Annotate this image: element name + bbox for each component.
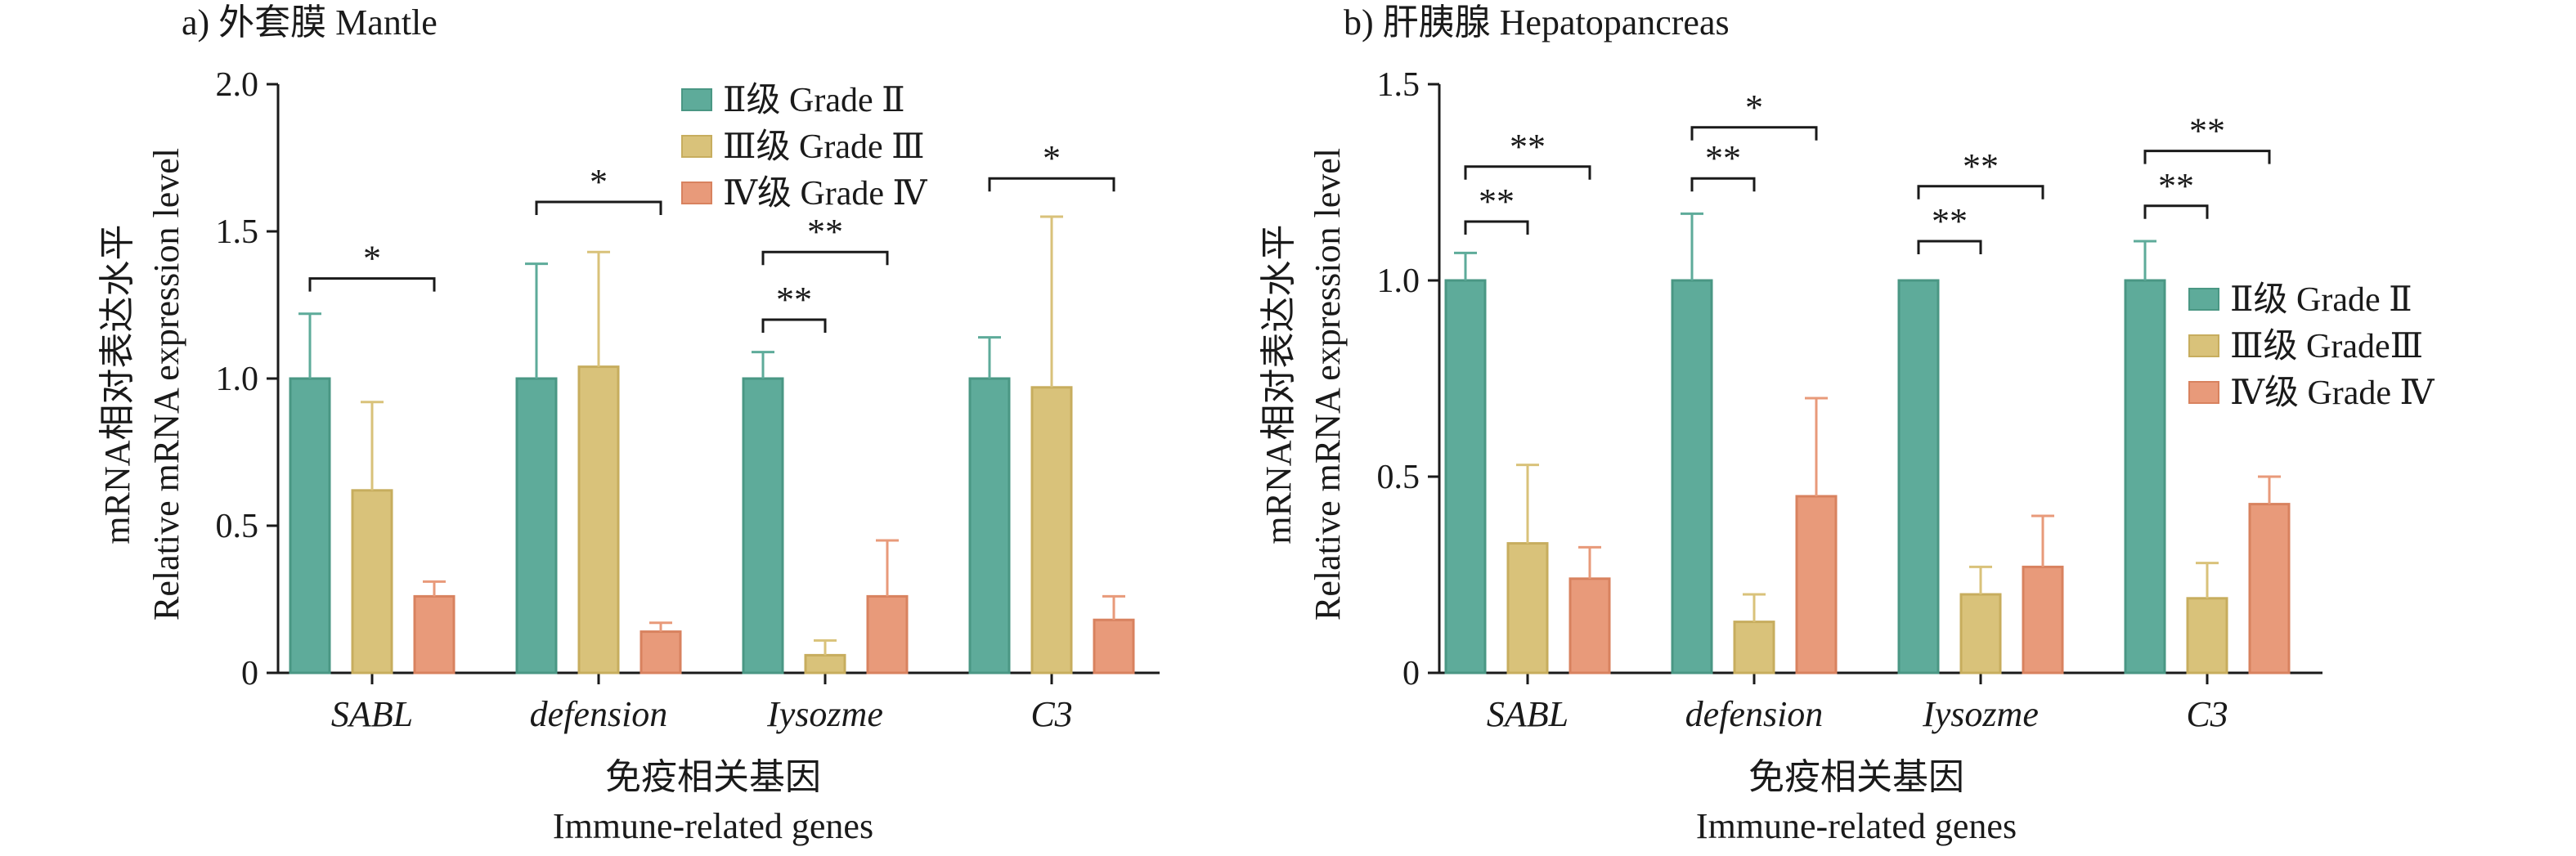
bar-grade4-sabl — [413, 594, 456, 674]
bar-grade4-iysozme — [2022, 565, 2064, 674]
panel-title: b) 肝胰腺 Hepatopancreas — [1344, 2, 1730, 43]
y-tick-label: 1.0 — [1377, 262, 1420, 300]
bar-grade2-c3 — [968, 377, 1011, 674]
bar-grade3-defension — [577, 365, 620, 674]
y-tick-label: 2.0 — [216, 66, 259, 104]
y-tick-label: 0 — [241, 655, 258, 692]
y-axis-title-zh: mRNA相对表达水平 — [97, 224, 137, 544]
legend-label-grade4: Ⅳ级 Grade Ⅳ — [723, 175, 928, 213]
x-tick-label-sabl: SABL — [331, 694, 413, 734]
significance-bracket — [1917, 240, 1982, 254]
legend-swatch-grade2 — [681, 88, 712, 111]
bar-grade4-defension — [640, 630, 682, 674]
significance-label: ** — [807, 212, 843, 252]
legend-swatch-grade2 — [2188, 288, 2219, 311]
bar-grade3-defension — [1733, 621, 1775, 674]
significance-bracket — [1690, 126, 1818, 141]
legend-swatch-grade4 — [2188, 381, 2219, 404]
x-tick-label-defension: defension — [530, 694, 668, 734]
significance-label: ** — [1932, 201, 1968, 241]
bar-grade4-c3 — [1093, 618, 1135, 674]
y-axis-title-en: Relative mRNA expression level — [146, 148, 186, 621]
significance-label: ** — [1963, 146, 1999, 186]
significance-label: ** — [2158, 166, 2194, 206]
significance-bracket — [1917, 185, 2044, 199]
significance-bracket — [761, 318, 827, 333]
y-tick-label: 0 — [1402, 655, 1420, 692]
bar-grade4-c3 — [2248, 503, 2291, 674]
x-axis-title-zh: 免疫相关基因 — [1748, 757, 1964, 797]
y-axis-title-en: Relative mRNA expression level — [1308, 148, 1348, 621]
significance-label: * — [1043, 138, 1061, 178]
x-tick-label-iysozme: Iysozme — [1922, 694, 2039, 734]
x-axis-title-en: Immune-related genes — [553, 806, 873, 846]
legend-label-grade3: Ⅲ级 GradeⅢ — [2230, 328, 2423, 365]
legend-swatch-grade3 — [2188, 334, 2219, 357]
significance-label: ** — [1705, 138, 1741, 178]
significance-label: ** — [2189, 111, 2225, 151]
significance-bracket — [535, 200, 662, 215]
panel-title: a) 外套膜 Mantle — [182, 2, 438, 43]
bar-grade3-sabl — [1506, 542, 1549, 674]
legend-label-grade2: Ⅱ级 Grade Ⅱ — [723, 82, 905, 119]
bar-grade3-c3 — [1030, 386, 1073, 674]
x-axis-title-en: Immune-related genes — [1696, 806, 2017, 846]
bar-grade2-iysozme — [1897, 279, 1940, 674]
y-tick-label: 0.5 — [1377, 459, 1420, 496]
significance-bracket — [761, 250, 889, 266]
significance-label: ** — [1479, 182, 1515, 222]
bar-grade3-iysozme — [804, 653, 846, 674]
bar-grade4-sabl — [1568, 577, 1611, 674]
bar-grade2-c3 — [2124, 279, 2166, 674]
y-axis-title-zh: mRNA相对表达水平 — [1259, 224, 1299, 544]
significance-label: * — [590, 162, 608, 202]
x-tick-label-iysozme: Iysozme — [766, 694, 883, 734]
bar-grade2-defension — [1671, 279, 1713, 674]
x-axis-title-zh: 免疫相关基因 — [605, 757, 821, 797]
bar-grade4-iysozme — [866, 594, 909, 674]
x-tick-label-sabl: SABL — [1487, 694, 1568, 734]
x-tick-label-c3: C3 — [2186, 694, 2228, 734]
bar-grade2-iysozme — [742, 377, 784, 674]
significance-bracket — [2143, 204, 2209, 219]
bar-grade3-sabl — [351, 489, 393, 674]
panel-hepatopancreas: b) 肝胰腺 Hepatopancreas mRNA相对表达水平 Relativ… — [1259, 2, 2435, 846]
significance-bracket — [1464, 220, 1529, 235]
y-tick-label: 1.5 — [216, 213, 259, 251]
x-tick-label-defension: defension — [1685, 694, 1824, 734]
x-tick-label-c3: C3 — [1030, 694, 1072, 734]
bar-grade2-defension — [515, 377, 558, 674]
significance-label: * — [363, 239, 381, 279]
bar-grade3-iysozme — [1959, 593, 2002, 674]
y-tick-label: 1.5 — [1377, 66, 1420, 104]
legend-label-grade4: Ⅳ级 Grade Ⅳ — [2230, 374, 2435, 412]
panel-mantle: a) 外套膜 Mantle mRNA相对表达水平 Relative mRNA e… — [97, 2, 1160, 846]
significance-bracket — [988, 177, 1115, 192]
significance-bracket — [1464, 165, 1591, 180]
legend-label-grade3: Ⅲ级 Grade Ⅲ — [723, 128, 925, 166]
significance-bracket — [2143, 150, 2271, 164]
bar-grade2-sabl — [289, 377, 331, 674]
y-tick-label: 0.5 — [216, 508, 259, 545]
legend-label-grade2: Ⅱ级 Grade Ⅱ — [2230, 281, 2412, 319]
significance-label: ** — [776, 280, 812, 320]
y-tick-label: 1.0 — [216, 361, 259, 398]
significance-label: ** — [1510, 127, 1546, 167]
significance-bracket — [1690, 177, 1756, 192]
bar-grade2-sabl — [1444, 279, 1487, 674]
legend-swatch-grade4 — [681, 182, 712, 204]
bar-grade3-c3 — [2186, 597, 2228, 674]
legend-swatch-grade3 — [681, 135, 712, 158]
significance-bracket — [308, 277, 436, 292]
significance-label: * — [1745, 87, 1763, 128]
bar-grade4-defension — [1795, 495, 1838, 674]
